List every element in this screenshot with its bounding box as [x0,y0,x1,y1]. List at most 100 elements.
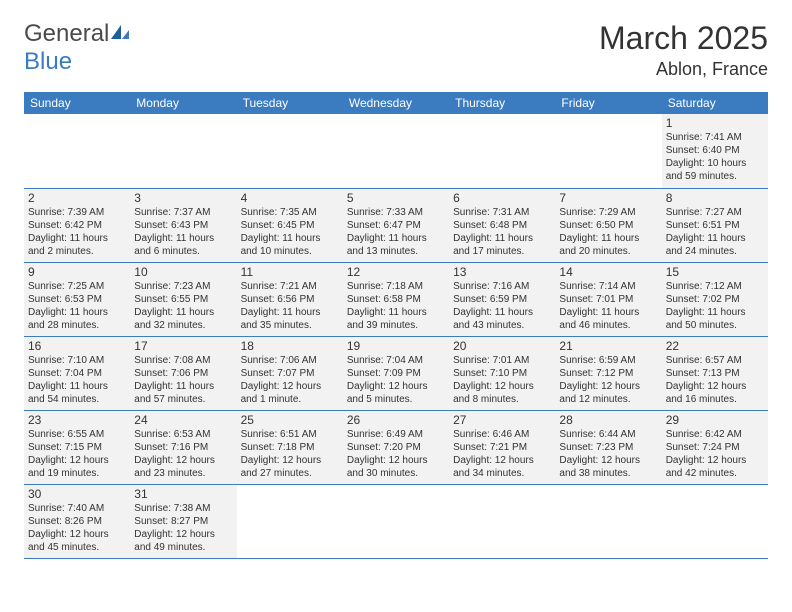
day-number: 14 [559,265,657,279]
day-number: 7 [559,191,657,205]
calendar-row: 1Sunrise: 7:41 AMSunset: 6:40 PMDaylight… [24,114,768,188]
day-info: Sunrise: 7:14 AMSunset: 7:01 PMDaylight:… [559,280,657,332]
day-number: 25 [241,413,339,427]
calendar-cell: 30Sunrise: 7:40 AMSunset: 8:26 PMDayligh… [24,484,130,558]
day-number: 9 [28,265,126,279]
sunset-line: Sunset: 6:45 PM [241,219,339,232]
calendar-cell: 19Sunrise: 7:04 AMSunset: 7:09 PMDayligh… [343,336,449,410]
day-info: Sunrise: 7:10 AMSunset: 7:04 PMDaylight:… [28,354,126,406]
sunset-line: Sunset: 7:15 PM [28,441,126,454]
calendar-cell [555,114,661,188]
day-number: 1 [666,116,764,130]
calendar-cell: 9Sunrise: 7:25 AMSunset: 6:53 PMDaylight… [24,262,130,336]
sunrise-line: Sunrise: 7:38 AM [134,502,232,515]
weekday-header: Saturday [662,92,768,114]
sunrise-line: Sunrise: 6:44 AM [559,428,657,441]
day-number: 5 [347,191,445,205]
day-number: 11 [241,265,339,279]
sunset-line: Sunset: 6:55 PM [134,293,232,306]
sunset-line: Sunset: 7:13 PM [666,367,764,380]
daylight-line: Daylight: 11 hours and 20 minutes. [559,232,657,258]
daylight-line: Daylight: 12 hours and 5 minutes. [347,380,445,406]
day-info: Sunrise: 6:59 AMSunset: 7:12 PMDaylight:… [559,354,657,406]
day-number: 28 [559,413,657,427]
daylight-line: Daylight: 11 hours and 39 minutes. [347,306,445,332]
month-title: March 2025 [599,20,768,57]
calendar-row: 23Sunrise: 6:55 AMSunset: 7:15 PMDayligh… [24,410,768,484]
daylight-line: Daylight: 11 hours and 10 minutes. [241,232,339,258]
daylight-line: Daylight: 12 hours and 27 minutes. [241,454,339,480]
calendar-cell: 8Sunrise: 7:27 AMSunset: 6:51 PMDaylight… [662,188,768,262]
day-number: 17 [134,339,232,353]
logo-sail-icon [109,20,131,48]
day-info: Sunrise: 7:25 AMSunset: 6:53 PMDaylight:… [28,280,126,332]
day-number: 20 [453,339,551,353]
sunset-line: Sunset: 7:01 PM [559,293,657,306]
daylight-line: Daylight: 10 hours and 59 minutes. [666,157,764,183]
calendar-cell: 2Sunrise: 7:39 AMSunset: 6:42 PMDaylight… [24,188,130,262]
day-number: 22 [666,339,764,353]
sunset-line: Sunset: 6:53 PM [28,293,126,306]
calendar-cell: 15Sunrise: 7:12 AMSunset: 7:02 PMDayligh… [662,262,768,336]
day-number: 23 [28,413,126,427]
day-info: Sunrise: 6:57 AMSunset: 7:13 PMDaylight:… [666,354,764,406]
calendar-cell [343,484,449,558]
sunset-line: Sunset: 7:18 PM [241,441,339,454]
daylight-line: Daylight: 12 hours and 49 minutes. [134,528,232,554]
calendar-cell: 21Sunrise: 6:59 AMSunset: 7:12 PMDayligh… [555,336,661,410]
day-info: Sunrise: 7:40 AMSunset: 8:26 PMDaylight:… [28,502,126,554]
day-number: 31 [134,487,232,501]
day-number: 4 [241,191,339,205]
day-number: 26 [347,413,445,427]
calendar-cell: 16Sunrise: 7:10 AMSunset: 7:04 PMDayligh… [24,336,130,410]
calendar-cell: 25Sunrise: 6:51 AMSunset: 7:18 PMDayligh… [237,410,343,484]
calendar-cell [24,114,130,188]
daylight-line: Daylight: 12 hours and 23 minutes. [134,454,232,480]
calendar-cell [130,114,236,188]
day-number: 15 [666,265,764,279]
daylight-line: Daylight: 12 hours and 42 minutes. [666,454,764,480]
day-number: 21 [559,339,657,353]
logo: General Blue [24,20,131,76]
day-info: Sunrise: 7:16 AMSunset: 6:59 PMDaylight:… [453,280,551,332]
calendar-cell [449,114,555,188]
sunrise-line: Sunrise: 7:37 AM [134,206,232,219]
weekday-header: Sunday [24,92,130,114]
weekday-header: Tuesday [237,92,343,114]
sunrise-line: Sunrise: 7:31 AM [453,206,551,219]
sunset-line: Sunset: 6:40 PM [666,144,764,157]
sunrise-line: Sunrise: 7:16 AM [453,280,551,293]
daylight-line: Daylight: 11 hours and 57 minutes. [134,380,232,406]
weekday-header: Friday [555,92,661,114]
sunset-line: Sunset: 8:26 PM [28,515,126,528]
daylight-line: Daylight: 11 hours and 17 minutes. [453,232,551,258]
day-number: 6 [453,191,551,205]
sunset-line: Sunset: 7:06 PM [134,367,232,380]
daylight-line: Daylight: 12 hours and 38 minutes. [559,454,657,480]
day-info: Sunrise: 6:53 AMSunset: 7:16 PMDaylight:… [134,428,232,480]
day-number: 16 [28,339,126,353]
calendar-cell: 22Sunrise: 6:57 AMSunset: 7:13 PMDayligh… [662,336,768,410]
sunrise-line: Sunrise: 7:04 AM [347,354,445,367]
day-info: Sunrise: 7:12 AMSunset: 7:02 PMDaylight:… [666,280,764,332]
calendar-cell: 4Sunrise: 7:35 AMSunset: 6:45 PMDaylight… [237,188,343,262]
sunrise-line: Sunrise: 7:27 AM [666,206,764,219]
weekday-header: Thursday [449,92,555,114]
day-info: Sunrise: 7:04 AMSunset: 7:09 PMDaylight:… [347,354,445,406]
weekday-header-row: SundayMondayTuesdayWednesdayThursdayFrid… [24,92,768,114]
sunrise-line: Sunrise: 7:12 AM [666,280,764,293]
sunrise-line: Sunrise: 7:35 AM [241,206,339,219]
calendar-table: SundayMondayTuesdayWednesdayThursdayFrid… [24,92,768,559]
calendar-cell: 20Sunrise: 7:01 AMSunset: 7:10 PMDayligh… [449,336,555,410]
day-info: Sunrise: 6:46 AMSunset: 7:21 PMDaylight:… [453,428,551,480]
sunset-line: Sunset: 7:02 PM [666,293,764,306]
calendar-cell: 14Sunrise: 7:14 AMSunset: 7:01 PMDayligh… [555,262,661,336]
daylight-line: Daylight: 11 hours and 2 minutes. [28,232,126,258]
daylight-line: Daylight: 11 hours and 13 minutes. [347,232,445,258]
location: Ablon, France [599,59,768,80]
sunrise-line: Sunrise: 6:49 AM [347,428,445,441]
calendar-cell: 13Sunrise: 7:16 AMSunset: 6:59 PMDayligh… [449,262,555,336]
day-number: 2 [28,191,126,205]
calendar-row: 2Sunrise: 7:39 AMSunset: 6:42 PMDaylight… [24,188,768,262]
daylight-line: Daylight: 11 hours and 6 minutes. [134,232,232,258]
